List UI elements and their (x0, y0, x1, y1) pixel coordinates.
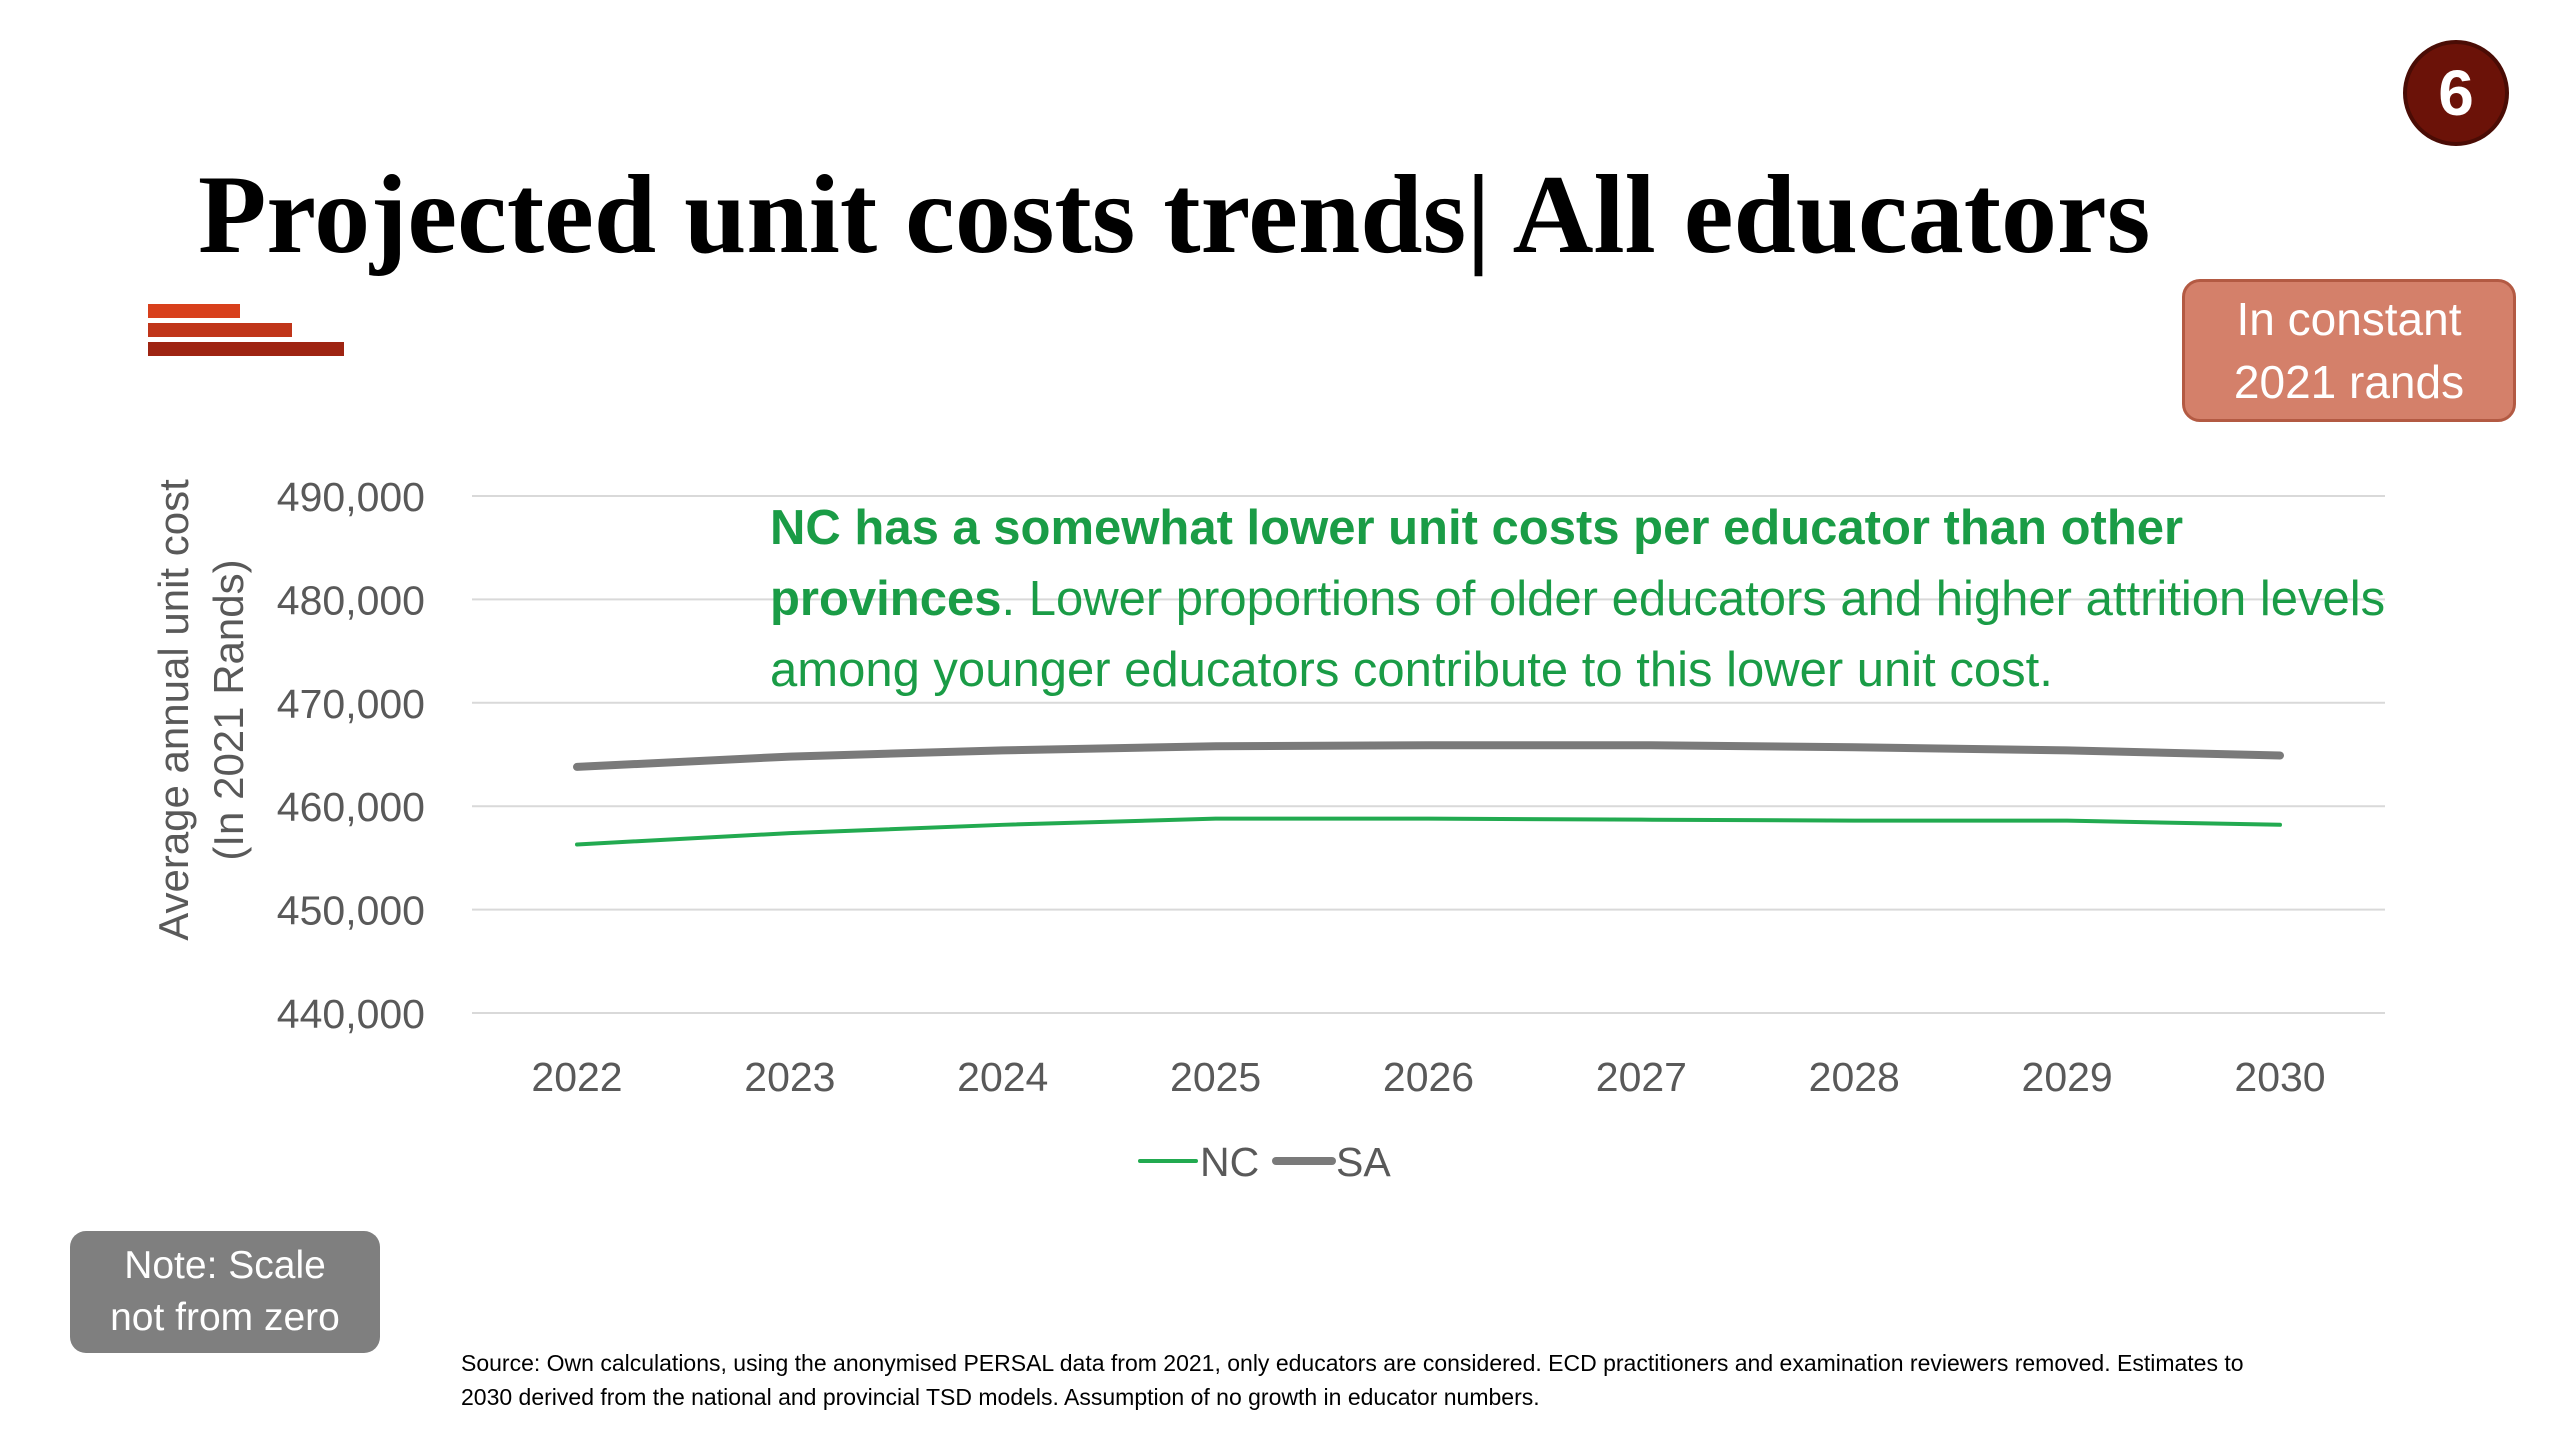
chart-legend: NC SA (1138, 1139, 1391, 1185)
constant-rands-badge: In constant 2021 rands (2182, 279, 2516, 422)
x-tick-label: 2027 (1596, 1054, 1687, 1100)
x-tick-label: 2023 (744, 1054, 835, 1100)
callout-regular-text: . Lower proportions of older educators a… (770, 572, 2386, 697)
x-tick-label: 2028 (1809, 1054, 1900, 1100)
callout-bold-text: NC has a somewhat lower unit costs per e… (770, 501, 2184, 626)
legend-label-nc: NC (1200, 1139, 1259, 1185)
y-tick-label: 480,000 (277, 577, 425, 623)
constant-rands-line1: In constant (2236, 292, 2462, 345)
title-accent-bar-top (148, 304, 240, 318)
x-tick-label: 2030 (2234, 1054, 2325, 1100)
y-tick-label: 490,000 (277, 474, 425, 520)
y-tick-label: 470,000 (277, 681, 425, 727)
title-accent-bar-middle (148, 323, 292, 337)
x-tick-label: 2029 (2022, 1054, 2113, 1100)
x-tick-label: 2022 (531, 1054, 622, 1100)
y-axis-title-line1: Average annual unit cost (150, 479, 197, 941)
series-lines (573, 741, 2284, 847)
legend-label-sa: SA (1336, 1139, 1391, 1185)
source-line1: Source: Own calculations, using the anon… (461, 1350, 2244, 1376)
y-axis-title-line2: (In 2021 Rands) (205, 559, 252, 860)
x-axis-tick-labels: 2022 2023 2024 2025 2026 2027 2028 2029 2030 (531, 1054, 2325, 1100)
chart-callout-text: NC has a somewhat lower unit costs per e… (770, 493, 2430, 706)
scale-note-line2: not from zero (110, 1296, 340, 1339)
x-tick-label: 2024 (957, 1054, 1048, 1100)
source-line2: 2030 derived from the national and provi… (461, 1384, 1540, 1410)
grid-lines (472, 495, 2385, 1014)
y-tick-label: 450,000 (277, 888, 425, 934)
slide-number-badge: 6 (2403, 40, 2509, 146)
series-line-nc (575, 816, 2282, 847)
page-title: Projected unit costs trends| All educato… (198, 153, 2151, 277)
y-tick-label: 460,000 (277, 784, 425, 830)
title-accent-bar-bottom (148, 342, 344, 356)
source-footnote: Source: Own calculations, using the anon… (461, 1346, 2481, 1414)
constant-rands-line2: 2021 rands (2233, 355, 2465, 408)
y-axis-title: Average annual unit cost (In 2021 Rands) (150, 479, 252, 941)
scale-note-line1: Note: Scale (124, 1244, 326, 1287)
y-tick-label: 440,000 (277, 991, 425, 1037)
x-tick-label: 2025 (1170, 1054, 1261, 1100)
scale-note-badge: Note: Scale not from zero (70, 1231, 380, 1353)
y-axis-tick-labels: 440,000 450,000 460,000 470,000 480,000 490,0… (277, 474, 425, 1037)
series-line-sa (573, 741, 2284, 771)
x-tick-label: 2026 (1383, 1054, 1474, 1100)
